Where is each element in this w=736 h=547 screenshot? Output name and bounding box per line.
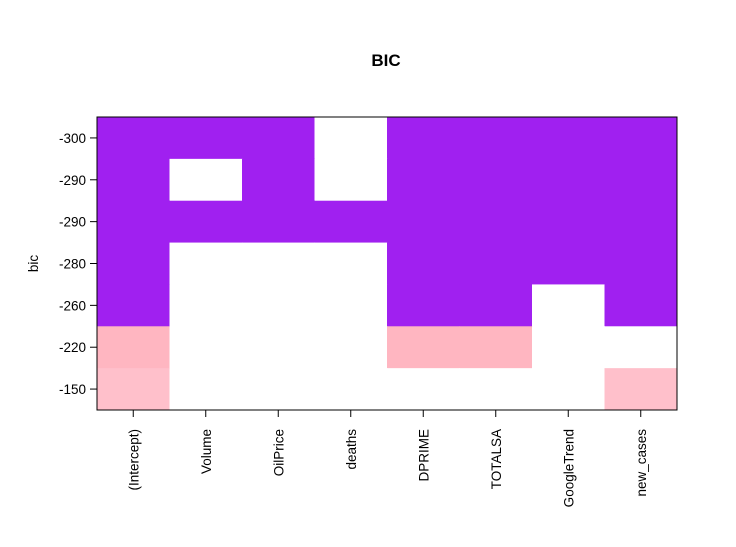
heatmap-cell-4-3 bbox=[314, 284, 388, 327]
heatmap-cell-1-2 bbox=[242, 158, 315, 202]
heatmap-cell-1-3 bbox=[314, 158, 388, 202]
heatmap-cell-0-5 bbox=[459, 117, 533, 160]
heatmap-cell-6-5 bbox=[459, 368, 533, 411]
heatmap-cell-3-3 bbox=[314, 242, 388, 285]
chart-title: BIC bbox=[371, 51, 400, 70]
heatmap-cell-5-2 bbox=[242, 326, 315, 369]
heatmap-cell-3-4 bbox=[387, 242, 460, 285]
heatmap-cell-2-5 bbox=[459, 200, 533, 244]
heatmap-cell-6-6 bbox=[532, 368, 605, 411]
heatmap-cell-3-5 bbox=[459, 242, 533, 285]
heatmap-cell-2-4 bbox=[387, 200, 460, 244]
heatmap-cell-1-6 bbox=[532, 158, 605, 202]
heatmap-cell-0-3 bbox=[314, 117, 388, 160]
heatmap-cell-5-1 bbox=[169, 326, 243, 369]
y-tick-label-4: -260 bbox=[59, 298, 86, 313]
heatmap-cell-0-4 bbox=[387, 117, 460, 160]
x-tick-label-3: deaths bbox=[344, 429, 359, 470]
heatmap-cell-2-3 bbox=[314, 200, 388, 244]
y-tick-label-0: -300 bbox=[59, 131, 86, 146]
heatmap-cell-1-7 bbox=[604, 158, 678, 202]
heatmap-cell-5-3 bbox=[314, 326, 388, 369]
heatmap-cell-6-1 bbox=[169, 368, 243, 411]
x-tick-label-0: (Intercept) bbox=[126, 429, 141, 491]
heatmap-cell-1-1 bbox=[169, 158, 243, 202]
x-tick-label-5: TOTALSA bbox=[489, 429, 504, 489]
heatmap-cell-0-1 bbox=[169, 117, 243, 160]
heatmap-cell-2-0 bbox=[97, 200, 170, 244]
heatmap-cell-3-6 bbox=[532, 242, 605, 285]
x-axis: (Intercept) Volume OilPrice deaths DPRIME TOT… bbox=[126, 410, 649, 507]
heatmap-cell-4-2 bbox=[242, 284, 315, 327]
heatmap-cell-4-4 bbox=[387, 284, 460, 327]
heatmap-cells bbox=[97, 117, 678, 411]
heatmap-cell-0-0 bbox=[97, 117, 170, 160]
heatmap-cell-4-6 bbox=[532, 284, 605, 327]
heatmap-cell-4-0 bbox=[97, 284, 170, 327]
x-tick-label-4: DPRIME bbox=[416, 429, 431, 482]
heatmap-cell-6-3 bbox=[314, 368, 388, 411]
heatmap-cell-6-7 bbox=[604, 368, 678, 411]
heatmap-cell-5-6 bbox=[532, 326, 605, 369]
heatmap-cell-4-1 bbox=[169, 284, 243, 327]
heatmap-cell-2-2 bbox=[242, 200, 315, 244]
heatmap-cell-6-4 bbox=[387, 368, 460, 411]
x-tick-label-2: OilPrice bbox=[271, 429, 286, 476]
y-tick-label-2: -290 bbox=[59, 215, 86, 230]
y-axis-label: bic bbox=[26, 255, 41, 273]
heatmap-cell-0-7 bbox=[604, 117, 678, 160]
heatmap-cell-5-5 bbox=[459, 326, 533, 369]
heatmap-cell-2-1 bbox=[169, 200, 243, 244]
y-tick-label-5: -220 bbox=[59, 340, 86, 355]
y-tick-label-6: -150 bbox=[59, 382, 86, 397]
heatmap-cell-3-2 bbox=[242, 242, 315, 285]
heatmap-cell-5-0 bbox=[97, 326, 170, 369]
y-tick-label-3: -280 bbox=[59, 257, 86, 272]
heatmap-cell-0-6 bbox=[532, 117, 605, 160]
y-tick-label-1: -290 bbox=[59, 173, 86, 188]
heatmap-cell-6-2 bbox=[242, 368, 315, 411]
heatmap-cell-5-4 bbox=[387, 326, 460, 369]
heatmap-cell-0-2 bbox=[242, 117, 315, 160]
heatmap-cell-3-1 bbox=[169, 242, 243, 285]
heatmap-cell-5-7 bbox=[604, 326, 678, 369]
heatmap-cell-4-7 bbox=[604, 284, 678, 327]
x-tick-label-1: Volume bbox=[199, 429, 214, 474]
heatmap-cell-1-4 bbox=[387, 158, 460, 202]
x-tick-label-7: new_cases bbox=[634, 429, 649, 497]
heatmap-cell-2-6 bbox=[532, 200, 605, 244]
heatmap-cell-1-5 bbox=[459, 158, 533, 202]
y-axis: -300 -290 -290 -280 -260 -220 -150 bbox=[59, 131, 97, 397]
x-tick-label-6: GoogleTrend bbox=[561, 429, 576, 507]
heatmap-cell-3-7 bbox=[604, 242, 678, 285]
heatmap-cell-4-5 bbox=[459, 284, 533, 327]
heatmap-cell-3-0 bbox=[97, 242, 170, 285]
heatmap-cell-2-7 bbox=[604, 200, 678, 244]
heatmap-cell-1-0 bbox=[97, 158, 170, 202]
heatmap-cell-6-0 bbox=[97, 368, 170, 411]
